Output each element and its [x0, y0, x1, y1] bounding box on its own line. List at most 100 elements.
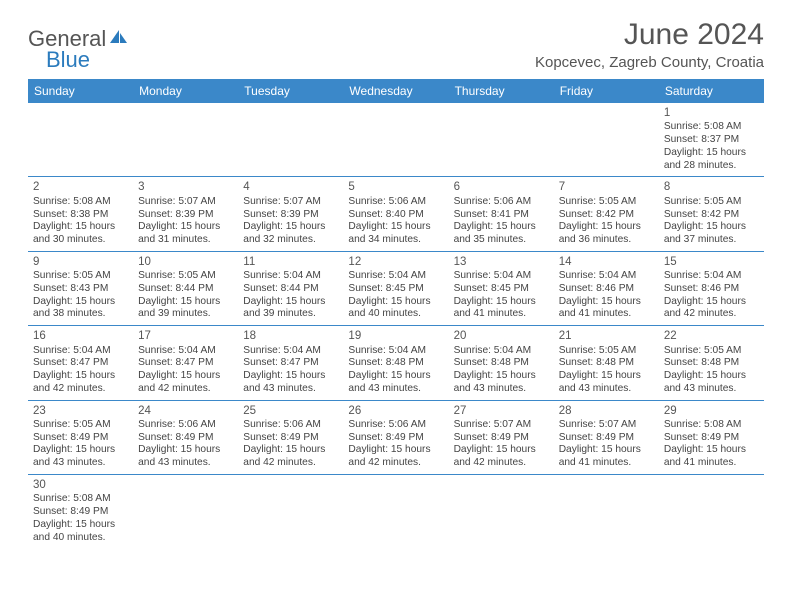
daylight-line: Daylight: 15 hours and 42 minutes.	[664, 296, 759, 322]
day-number: 4	[243, 180, 338, 194]
calendar-cell: 18Sunrise: 5:04 AMSunset: 8:47 PMDayligh…	[238, 326, 343, 400]
daylight-line: Daylight: 15 hours and 43 minutes.	[138, 444, 233, 470]
daylight-line: Daylight: 15 hours and 39 minutes.	[243, 296, 338, 322]
sunrise-line: Sunrise: 5:07 AM	[138, 196, 233, 209]
sunset-line: Sunset: 8:49 PM	[454, 432, 549, 445]
sunset-line: Sunset: 8:49 PM	[33, 506, 128, 519]
daylight-line: Daylight: 15 hours and 30 minutes.	[33, 221, 128, 247]
weekday-header: Saturday	[659, 79, 764, 103]
daylight-line: Daylight: 15 hours and 41 minutes.	[559, 296, 654, 322]
daylight-line: Daylight: 15 hours and 42 minutes.	[348, 444, 443, 470]
calendar-cell: 16Sunrise: 5:04 AMSunset: 8:47 PMDayligh…	[28, 326, 133, 400]
sunset-line: Sunset: 8:47 PM	[138, 357, 233, 370]
sunset-line: Sunset: 8:48 PM	[559, 357, 654, 370]
calendar-cell: 22Sunrise: 5:05 AMSunset: 8:48 PMDayligh…	[659, 326, 764, 400]
calendar-row: 16Sunrise: 5:04 AMSunset: 8:47 PMDayligh…	[28, 326, 764, 400]
calendar-row: 2Sunrise: 5:08 AMSunset: 8:38 PMDaylight…	[28, 177, 764, 251]
day-number: 3	[138, 180, 233, 194]
calendar-cell	[449, 103, 554, 177]
sunset-line: Sunset: 8:43 PM	[33, 283, 128, 296]
weekday-header: Sunday	[28, 79, 133, 103]
calendar-cell: 24Sunrise: 5:06 AMSunset: 8:49 PMDayligh…	[133, 400, 238, 474]
sunset-line: Sunset: 8:47 PM	[33, 357, 128, 370]
daylight-line: Daylight: 15 hours and 43 minutes.	[243, 370, 338, 396]
weekday-header: Thursday	[449, 79, 554, 103]
day-number: 8	[664, 180, 759, 194]
location-text: Kopcevec, Zagreb County, Croatia	[535, 54, 764, 71]
calendar-cell: 1Sunrise: 5:08 AMSunset: 8:37 PMDaylight…	[659, 103, 764, 177]
daylight-line: Daylight: 15 hours and 43 minutes.	[348, 370, 443, 396]
daylight-line: Daylight: 15 hours and 34 minutes.	[348, 221, 443, 247]
sunrise-line: Sunrise: 5:08 AM	[664, 121, 759, 134]
day-number: 19	[348, 329, 443, 343]
weekday-header: Tuesday	[238, 79, 343, 103]
sunset-line: Sunset: 8:47 PM	[243, 357, 338, 370]
sunrise-line: Sunrise: 5:04 AM	[138, 345, 233, 358]
sunrise-line: Sunrise: 5:08 AM	[33, 196, 128, 209]
calendar-row: 9Sunrise: 5:05 AMSunset: 8:43 PMDaylight…	[28, 251, 764, 325]
daylight-line: Daylight: 15 hours and 39 minutes.	[138, 296, 233, 322]
calendar-cell: 23Sunrise: 5:05 AMSunset: 8:49 PMDayligh…	[28, 400, 133, 474]
day-number: 13	[454, 255, 549, 269]
sunrise-line: Sunrise: 5:05 AM	[664, 196, 759, 209]
sunset-line: Sunset: 8:39 PM	[138, 209, 233, 222]
header: General June 2024 Kopcevec, Zagreb Count…	[28, 18, 764, 71]
calendar-cell: 17Sunrise: 5:04 AMSunset: 8:47 PMDayligh…	[133, 326, 238, 400]
day-number: 27	[454, 404, 549, 418]
daylight-line: Daylight: 15 hours and 43 minutes.	[664, 370, 759, 396]
calendar-table: SundayMondayTuesdayWednesdayThursdayFrid…	[28, 79, 764, 548]
sunrise-line: Sunrise: 5:05 AM	[33, 270, 128, 283]
daylight-line: Daylight: 15 hours and 42 minutes.	[454, 444, 549, 470]
sunrise-line: Sunrise: 5:07 AM	[559, 419, 654, 432]
sunrise-line: Sunrise: 5:06 AM	[138, 419, 233, 432]
day-number: 12	[348, 255, 443, 269]
calendar-cell	[343, 103, 448, 177]
calendar-cell: 3 Sunrise: 5:07 AMSunset: 8:39 PMDaylight…	[133, 177, 238, 251]
daylight-line: Daylight: 15 hours and 28 minutes.	[664, 147, 759, 173]
sunset-line: Sunset: 8:46 PM	[664, 283, 759, 296]
day-number: 5	[348, 180, 443, 194]
calendar-cell	[133, 474, 238, 548]
day-number: 2	[33, 180, 128, 194]
sunrise-line: Sunrise: 5:04 AM	[454, 270, 549, 283]
sunrise-line: Sunrise: 5:07 AM	[454, 419, 549, 432]
sunrise-line: Sunrise: 5:04 AM	[243, 270, 338, 283]
sunset-line: Sunset: 8:41 PM	[454, 209, 549, 222]
sunrise-line: Sunrise: 5:06 AM	[348, 196, 443, 209]
sunset-line: Sunset: 8:37 PM	[664, 134, 759, 147]
calendar-cell	[28, 103, 133, 177]
daylight-line: Daylight: 15 hours and 35 minutes.	[454, 221, 549, 247]
sunrise-line: Sunrise: 5:04 AM	[559, 270, 654, 283]
day-number: 1	[664, 106, 759, 120]
daylight-line: Daylight: 15 hours and 43 minutes.	[454, 370, 549, 396]
calendar-cell: 2Sunrise: 5:08 AMSunset: 8:38 PMDaylight…	[28, 177, 133, 251]
sunset-line: Sunset: 8:45 PM	[454, 283, 549, 296]
sunrise-line: Sunrise: 5:06 AM	[348, 419, 443, 432]
weekday-header: Wednesday	[343, 79, 448, 103]
calendar-cell: 9Sunrise: 5:05 AMSunset: 8:43 PMDaylight…	[28, 251, 133, 325]
day-number: 11	[243, 255, 338, 269]
day-number: 24	[138, 404, 233, 418]
sunrise-line: Sunrise: 5:06 AM	[243, 419, 338, 432]
calendar-cell	[238, 474, 343, 548]
daylight-line: Daylight: 15 hours and 43 minutes.	[559, 370, 654, 396]
sunset-line: Sunset: 8:44 PM	[243, 283, 338, 296]
day-number: 14	[559, 255, 654, 269]
day-number: 18	[243, 329, 338, 343]
daylight-line: Daylight: 15 hours and 31 minutes.	[138, 221, 233, 247]
calendar-cell	[343, 474, 448, 548]
sunset-line: Sunset: 8:42 PM	[559, 209, 654, 222]
calendar-cell	[554, 474, 659, 548]
daylight-line: Daylight: 15 hours and 41 minutes.	[454, 296, 549, 322]
sunset-line: Sunset: 8:39 PM	[243, 209, 338, 222]
daylight-line: Daylight: 15 hours and 41 minutes.	[559, 444, 654, 470]
sunset-line: Sunset: 8:49 PM	[664, 432, 759, 445]
sunset-line: Sunset: 8:44 PM	[138, 283, 233, 296]
calendar-cell: 11Sunrise: 5:04 AMSunset: 8:44 PMDayligh…	[238, 251, 343, 325]
calendar-cell	[554, 103, 659, 177]
sunset-line: Sunset: 8:48 PM	[348, 357, 443, 370]
calendar-cell: 13Sunrise: 5:04 AMSunset: 8:45 PMDayligh…	[449, 251, 554, 325]
calendar-cell: 4Sunrise: 5:07 AMSunset: 8:39 PMDaylight…	[238, 177, 343, 251]
weekday-header: Monday	[133, 79, 238, 103]
title-block: June 2024 Kopcevec, Zagreb County, Croat…	[535, 18, 764, 71]
